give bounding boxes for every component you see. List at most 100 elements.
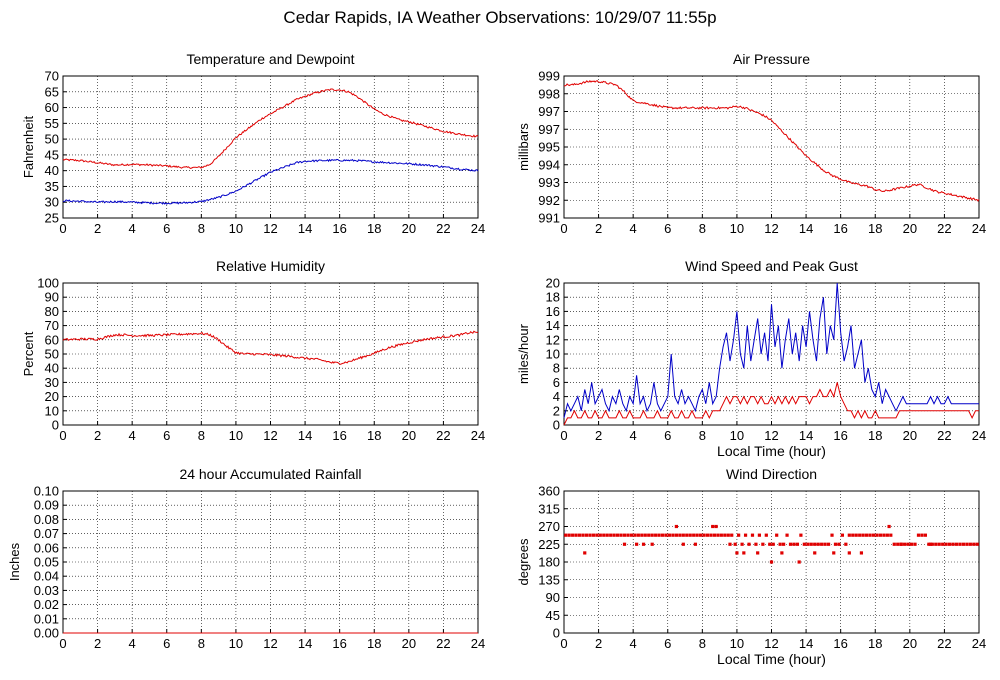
data-point (899, 542, 903, 546)
y-tick-label: 45 (546, 608, 560, 623)
chart-title: Temperature and Dewpoint (186, 51, 354, 67)
x-tick-label: 22 (436, 221, 450, 236)
x-tick-label: 10 (229, 636, 243, 651)
x-tick-label: 8 (198, 428, 205, 443)
x-tick-label: 4 (630, 636, 637, 651)
y-tick-label: 360 (538, 484, 560, 499)
y-tick-label: 50 (45, 347, 59, 362)
data-point (885, 533, 889, 537)
gridlines (63, 76, 478, 218)
series-line-1 (62, 330, 479, 365)
data-point (757, 533, 761, 537)
y-tick-label: 12 (546, 332, 560, 347)
data-point (937, 542, 941, 546)
y-tick-label: 0 (553, 626, 560, 641)
data-point (654, 533, 658, 537)
data-point (650, 542, 654, 546)
x-tick-label: 16 (833, 428, 847, 443)
x-tick-label: 12 (764, 636, 778, 651)
data-point (778, 542, 782, 546)
data-point (768, 542, 772, 546)
data-point (861, 533, 865, 537)
x-tick-label: 4 (129, 636, 136, 651)
x-tick-label: 16 (833, 636, 847, 651)
y-tick-label: 60 (45, 100, 59, 115)
y-tick-label: 35 (45, 179, 59, 194)
y-tick-label: 995 (538, 140, 560, 155)
data-point (702, 533, 706, 537)
y-tick-label: 0.07 (34, 526, 59, 541)
x-tick-label: 0 (560, 428, 567, 443)
gridlines (63, 491, 478, 633)
y-tick-label: 0.06 (34, 540, 59, 555)
data-point (756, 551, 760, 555)
page-title: Cedar Rapids, IA Weather Observations: 1… (283, 8, 717, 27)
x-tick-label: 12 (263, 221, 277, 236)
data-point (726, 533, 730, 537)
data-point (574, 533, 578, 537)
y-tick-label: 18 (546, 290, 560, 305)
data-point (927, 542, 931, 546)
y-tick-label: 10 (546, 347, 560, 362)
data-point (622, 533, 627, 537)
x-axis-label: Local Time (hour) (717, 443, 826, 459)
x-tick-label: 4 (630, 221, 637, 236)
data-point (693, 542, 698, 546)
data-point (975, 542, 979, 546)
data-point (640, 533, 644, 537)
data-point (871, 533, 876, 537)
x-tick-label: 8 (699, 221, 706, 236)
y-axis-label: millibars (516, 123, 531, 171)
x-tick-label: 0 (59, 428, 66, 443)
data-point (719, 533, 723, 537)
series-1 (564, 524, 979, 564)
data-point (605, 533, 609, 537)
y-tick-label: 30 (45, 375, 59, 390)
x-tick-label: 22 (937, 221, 951, 236)
x-tick-label: 0 (560, 221, 567, 236)
gridlines (564, 76, 979, 218)
data-point (906, 542, 910, 546)
data-point (678, 533, 682, 537)
y-tick-label: 16 (546, 304, 560, 319)
data-point (887, 524, 891, 529)
data-point (785, 533, 789, 537)
y-tick-label: 90 (546, 590, 560, 605)
data-point (797, 560, 801, 564)
x-tick-label: 8 (699, 428, 706, 443)
data-point (681, 542, 685, 546)
y-tick-label: 60 (45, 332, 59, 347)
x-tick-label: 16 (332, 428, 346, 443)
data-point (868, 533, 872, 537)
data-point (782, 542, 786, 546)
data-point (674, 524, 678, 529)
data-point (728, 542, 732, 546)
data-point (761, 542, 765, 546)
x-tick-label: 6 (664, 636, 671, 651)
data-point (641, 542, 646, 546)
series-line-2 (62, 158, 479, 205)
y-tick-label: 0.05 (34, 555, 59, 570)
data-point (875, 533, 879, 537)
x-tick-label: 22 (937, 636, 951, 651)
data-point (635, 542, 639, 546)
y-tick-label: 0.01 (34, 611, 59, 626)
x-tick-label: 12 (263, 428, 277, 443)
data-point (941, 542, 945, 546)
y-tick-label: 80 (45, 304, 59, 319)
x-tick-label: 2 (94, 221, 101, 236)
data-point (571, 533, 575, 537)
x-tick-label: 22 (937, 428, 951, 443)
data-point (626, 533, 630, 537)
data-point (667, 533, 672, 537)
data-point (923, 533, 927, 537)
x-tick-label: 12 (764, 221, 778, 236)
y-tick-label: 998 (538, 86, 560, 101)
x-tick-label: 2 (595, 428, 602, 443)
x-tick-label: 18 (367, 636, 381, 651)
x-tick-label: 10 (229, 221, 243, 236)
data-point (643, 533, 647, 537)
x-tick-label: 10 (730, 636, 744, 651)
